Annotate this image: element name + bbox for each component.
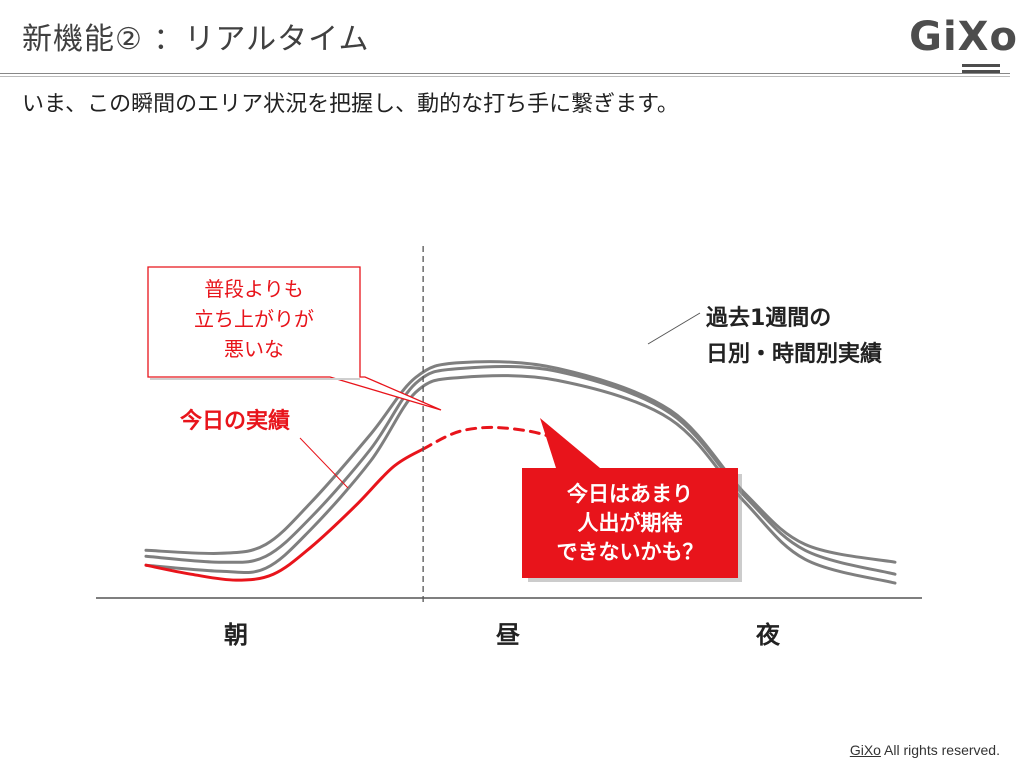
x-tick-label: 夜 [755,621,781,649]
forecast-line2: 人出が期待 [578,511,683,535]
series-line-today [144,447,425,582]
forecast-line3: できないかも？ [557,540,704,564]
forecast-shape [522,418,738,578]
forecast-box: 今日はあまり 人出が期待 できないかも？ [522,418,742,582]
footer-copyright: GiXo All rights reserved. [850,742,1000,758]
past-label-line2: 日別・時間別実績 [706,341,882,367]
footer-brand: GiXo [849,742,881,758]
logo-bar [962,64,1000,67]
series-line-past-2 [144,365,897,576]
past-label-leader [647,312,701,345]
footer-text: All rights reserved. [880,742,1000,758]
x-tick-label: 朝 [224,621,248,649]
series-line-past-3 [144,374,897,585]
logo-text: GiXo [909,14,1018,60]
series-layer [144,360,897,585]
callout-line2: 立ち上がりが [194,307,314,331]
title-divider [0,73,1010,77]
callout-line3: 悪いな [224,337,284,361]
forecast-line1: 今日はあまり [567,482,693,506]
callout-bubble: 普段よりも 立ち上がりが 悪いな [147,266,442,411]
today-label-leader [299,437,349,489]
slide-title: 新機能② ：リアルタイム [22,22,370,57]
gixo-logo: GiXo [898,14,1018,74]
slide-subtitle: いま、この瞬間のエリア状況を把握し、動的な打ち手に繋ぎます。 [22,92,679,117]
callout-shape [147,266,442,411]
callout-line1: 普段よりも [204,277,304,301]
series-line-past-1 [144,360,897,564]
past-label-line1: 過去1週間の [706,305,831,331]
logo-bar [962,70,1000,73]
x-tick-label: 昼 [496,621,520,649]
today-label: 今日の実績 [180,408,290,434]
